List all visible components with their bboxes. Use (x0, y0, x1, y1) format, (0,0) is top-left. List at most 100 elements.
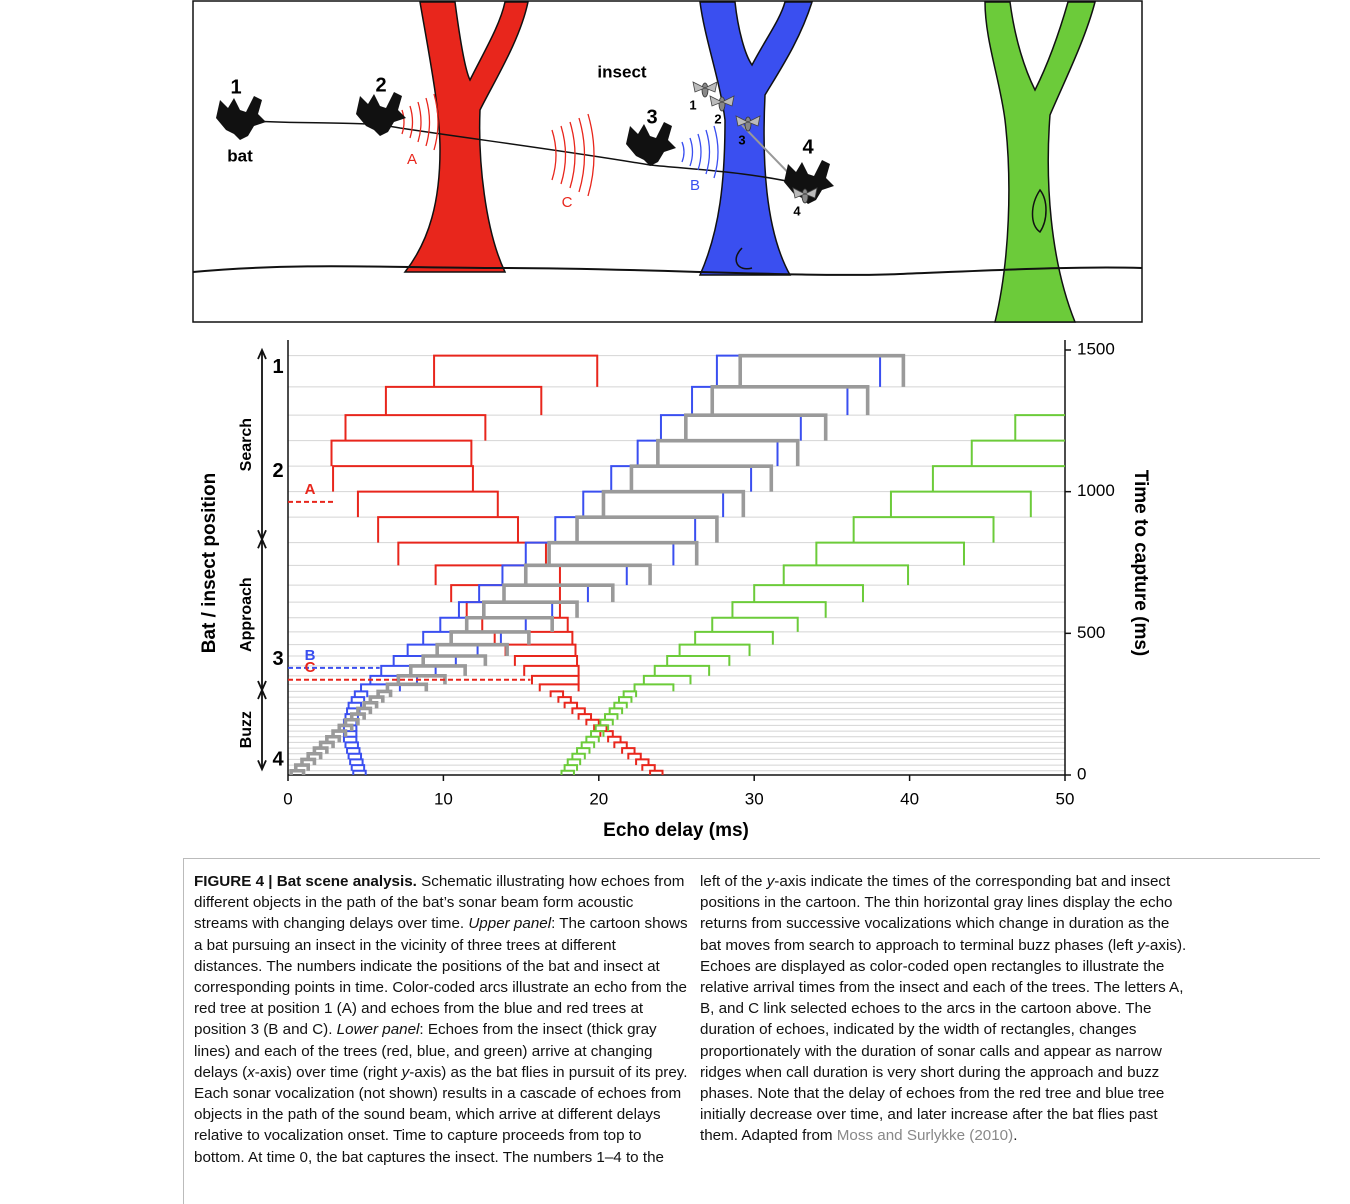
caption-run: -axis) over time (right (255, 1064, 402, 1081)
echo (526, 565, 650, 585)
echo (712, 618, 797, 632)
phase-arrow (258, 690, 266, 769)
echo (398, 543, 546, 566)
arc-label: B (690, 177, 700, 194)
echo (467, 602, 560, 618)
bat-position: 4 (802, 136, 814, 158)
x-tick-label: 30 (745, 789, 764, 808)
echo-series (562, 415, 1156, 775)
bat-position: 2 (375, 74, 386, 96)
caption-run: Lower panel (337, 1021, 420, 1038)
y-axis-label: Time to capture (ms) (1130, 470, 1151, 657)
cartoon: 1 2 3 4 bat insect 1 2 3 4 A B C (193, 1, 1142, 322)
echo (754, 585, 863, 602)
phase-label: Search (238, 418, 255, 471)
echo (436, 565, 560, 585)
insect-position: 3 (738, 132, 745, 147)
insect-position: 2 (714, 111, 721, 126)
figure: 1 2 3 4 bat insect 1 2 3 4 A B C Echo de… (0, 0, 1350, 858)
echo (333, 466, 473, 492)
echo (506, 645, 576, 656)
caption-text: FIGURE 4 | Bat scene analysis. Schematic… (194, 871, 1194, 1168)
x-tick-label: 40 (900, 789, 919, 808)
x-axis-label: Echo delay (ms) (603, 820, 749, 841)
caption: FIGURE 4 | Bat scene analysis. Schematic… (183, 858, 1320, 1204)
phase-arrow (258, 350, 266, 539)
echo (524, 666, 578, 676)
caption-run: FIGURE 4 | Bat scene analysis. (194, 873, 417, 890)
caption-run: x (247, 1064, 255, 1081)
phase-label: Approach (238, 577, 255, 652)
y-tick-label: 500 (1077, 623, 1105, 642)
caption-run: -axis). Echoes are displayed as color-co… (700, 937, 1186, 1145)
echo (667, 656, 729, 666)
position-label: 1 (272, 356, 283, 378)
echo (655, 666, 709, 676)
echo (732, 602, 825, 618)
echo (484, 602, 577, 618)
position-label: 4 (272, 748, 284, 770)
echo (816, 543, 964, 566)
echo (332, 441, 472, 467)
echo (686, 415, 826, 441)
insect-label: insect (597, 62, 646, 81)
echo (479, 585, 588, 602)
echo (740, 356, 903, 387)
caption-run: : The cartoon shows a bat pursuing an in… (194, 915, 688, 1038)
x-tick-label: 0 (283, 789, 292, 808)
insect-position: 1 (689, 97, 696, 112)
page: 1 2 3 4 bat insect 1 2 3 4 A B C Echo de… (0, 0, 1350, 1204)
echo (712, 387, 867, 415)
echo (423, 632, 501, 645)
echo (451, 632, 529, 645)
echo (661, 415, 801, 441)
phase-arrow (258, 539, 266, 690)
left-axis-label: Bat / insect position (199, 473, 220, 654)
echo (345, 415, 485, 441)
x-tick-label: 20 (589, 789, 608, 808)
y-tick-label: 1000 (1077, 481, 1115, 500)
bat-label: bat (227, 146, 253, 165)
arc-label: C (562, 194, 573, 211)
y-tick-label: 1500 (1077, 339, 1115, 358)
echo (1015, 415, 1155, 441)
echo (532, 676, 579, 685)
caption-run: y (1137, 937, 1145, 954)
echo (467, 618, 552, 632)
echo-marker-label: A (305, 481, 316, 498)
phase-label: Buzz (238, 711, 255, 748)
echo (540, 684, 579, 691)
echo (854, 517, 994, 543)
insect-position: 4 (793, 203, 801, 218)
caption-run[interactable]: Moss and Surlykke (2010) (837, 1127, 1013, 1144)
echo (386, 387, 541, 415)
echo (933, 466, 1073, 492)
echo (784, 565, 908, 585)
echo (644, 676, 691, 685)
echo (515, 656, 577, 666)
echo (378, 517, 518, 543)
position-label: 3 (272, 648, 283, 670)
x-tick-label: 50 (1056, 789, 1075, 808)
echo (549, 543, 697, 566)
echo (680, 645, 750, 656)
x-tick-label: 10 (434, 789, 453, 808)
echo (459, 602, 552, 618)
echo (358, 492, 498, 518)
echo (387, 684, 426, 691)
y-tick-label: 0 (1077, 764, 1086, 783)
caption-run: . (1013, 1127, 1017, 1144)
echo (692, 387, 847, 415)
position-label: 2 (272, 460, 283, 482)
bat-position: 3 (646, 106, 657, 128)
caption-run: Upper panel (468, 915, 551, 932)
echo (502, 565, 626, 585)
echo (504, 585, 613, 602)
echo (434, 356, 597, 387)
echo-chart: Echo delay (ms) Time to capture (ms) Bat… (199, 339, 1155, 841)
arc-label: A (407, 151, 417, 168)
echo (635, 684, 674, 691)
bat-position: 1 (230, 76, 241, 98)
echo (495, 632, 573, 645)
echo (695, 632, 773, 645)
